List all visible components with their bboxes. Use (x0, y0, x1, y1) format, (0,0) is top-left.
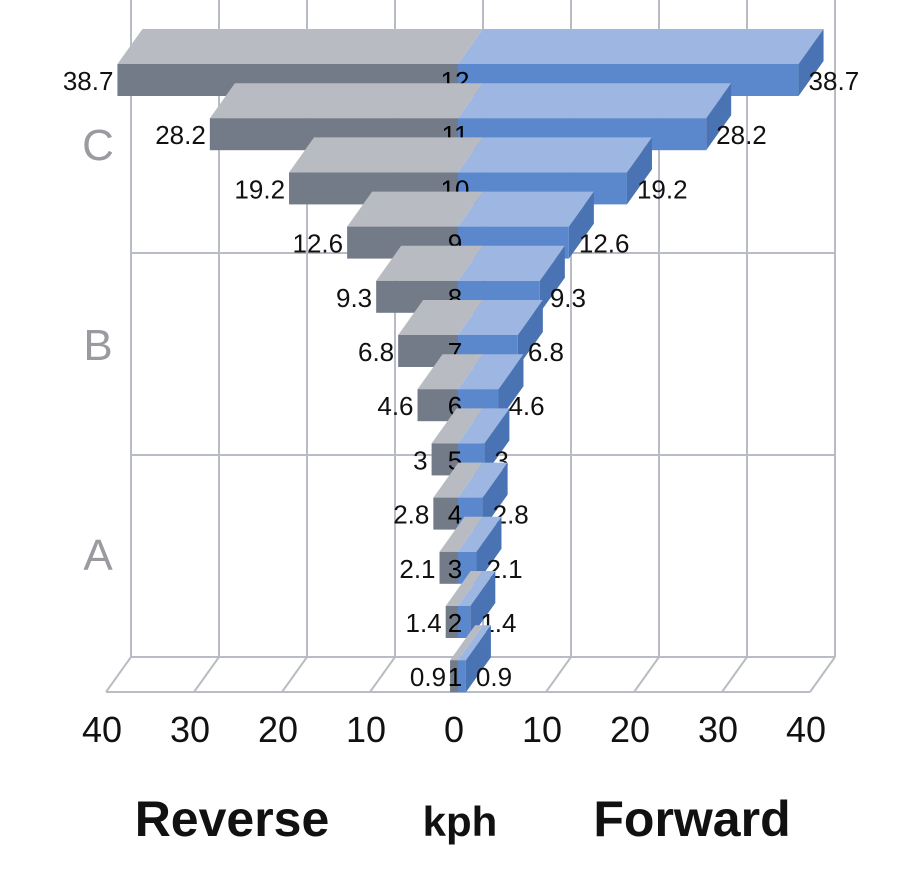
bar-forward-side (482, 462, 508, 530)
gear-label: 4 (448, 500, 462, 530)
value-label-reverse: 2.8 (393, 500, 429, 530)
bar-forward-top (458, 245, 565, 281)
value-label-reverse: 4.6 (377, 391, 413, 421)
bar-reverse (417, 389, 458, 422)
bar-forward-top (458, 516, 502, 552)
bar-forward-top (458, 625, 491, 661)
bar-forward-top (458, 191, 594, 227)
bar-forward-top (458, 300, 543, 335)
bar-reverse-top (117, 29, 483, 64)
bar-reverse-top (209, 83, 483, 119)
value-label-reverse: 12.6 (293, 229, 344, 259)
bar-reverse-top (289, 137, 483, 173)
bar-reverse-top (417, 354, 483, 390)
bar-reverse-top (431, 408, 483, 444)
bar-forward-top (458, 83, 732, 119)
bar-reverse (445, 606, 458, 638)
label-reverse: Reverse (135, 791, 330, 847)
range-group-label: C (82, 121, 114, 170)
gear-label: 3 (448, 554, 462, 584)
floor-depth-line (721, 656, 748, 693)
bar-reverse-top (450, 625, 483, 661)
bar-forward-side (517, 300, 543, 367)
floor-depth-line (105, 656, 132, 693)
bar-reverse-top (433, 462, 483, 498)
bar-forward-side (568, 191, 594, 259)
bar-forward-side (706, 83, 732, 151)
bar-reverse-top (439, 516, 483, 552)
value-label-forward: 19.2 (637, 174, 688, 204)
bar-forward (458, 606, 471, 638)
bar-reverse-top (398, 300, 483, 335)
floor-depth-line (545, 656, 572, 693)
label-forward: Forward (593, 791, 790, 847)
x-tick-label: 20 (258, 709, 298, 750)
x-tick-label: 30 (170, 709, 210, 750)
bar-forward-top (458, 571, 496, 606)
bar-forward-side (470, 571, 496, 638)
gear-label: 1 (448, 662, 462, 692)
value-label-reverse: 0.9 (410, 662, 446, 692)
value-label-reverse: 38.7 (63, 66, 114, 96)
value-label-reverse: 3 (413, 445, 427, 475)
bar-reverse-top (445, 571, 483, 606)
bar-forward-side (498, 354, 524, 422)
value-label-forward: 0.9 (476, 662, 512, 692)
value-label-forward: 9.3 (550, 283, 586, 313)
range-group-label: B (83, 321, 112, 370)
x-tick-label: 10 (346, 709, 386, 750)
bar-forward-top (458, 137, 652, 173)
x-tick-label: 0 (444, 709, 464, 750)
x-tick-label: 10 (522, 709, 562, 750)
floor-depth-line (281, 656, 308, 693)
floor-depth-line (809, 656, 836, 693)
floor-depth-line (633, 656, 660, 693)
bar-forward-top (458, 354, 524, 390)
x-tick-label: 30 (698, 709, 738, 750)
value-label-reverse: 9.3 (336, 283, 372, 313)
gear-label: 2 (448, 608, 462, 638)
bar-forward-side (539, 245, 565, 313)
floor-depth-line (369, 656, 396, 693)
bar-reverse-top (347, 191, 483, 227)
value-label-forward: 12.6 (579, 229, 630, 259)
bar-reverse (433, 497, 458, 530)
x-tick-label: 20 (610, 709, 650, 750)
bar-forward-side (476, 516, 502, 584)
bar-forward-top (458, 29, 824, 64)
bar-forward-side (798, 29, 824, 96)
value-label-reverse: 28.2 (155, 120, 206, 150)
value-label-forward: 28.2 (716, 120, 767, 150)
value-label-reverse: 6.8 (358, 337, 394, 367)
bar-forward-side (626, 137, 652, 205)
value-label-forward: 38.7 (809, 66, 860, 96)
bar-reverse-top (376, 245, 483, 281)
value-label-forward: 4.6 (508, 391, 544, 421)
bar-forward-side (484, 408, 510, 476)
floor-depth-line (193, 656, 220, 693)
range-group-label: A (83, 531, 113, 580)
bar-forward-top (458, 408, 510, 444)
bar-forward-top (458, 462, 508, 498)
value-label-forward: 6.8 (528, 337, 564, 367)
x-tick-label: 40 (786, 709, 826, 750)
value-label-reverse: 19.2 (234, 174, 285, 204)
x-tick-label: 40 (82, 709, 122, 750)
bar-reverse (450, 660, 458, 693)
bar-forward (458, 660, 466, 693)
bar-reverse (439, 551, 458, 584)
value-label-reverse: 1.4 (406, 608, 442, 638)
bar-forward-side (465, 625, 491, 693)
label-unit: kph (423, 798, 498, 845)
value-label-reverse: 2.1 (399, 554, 435, 584)
